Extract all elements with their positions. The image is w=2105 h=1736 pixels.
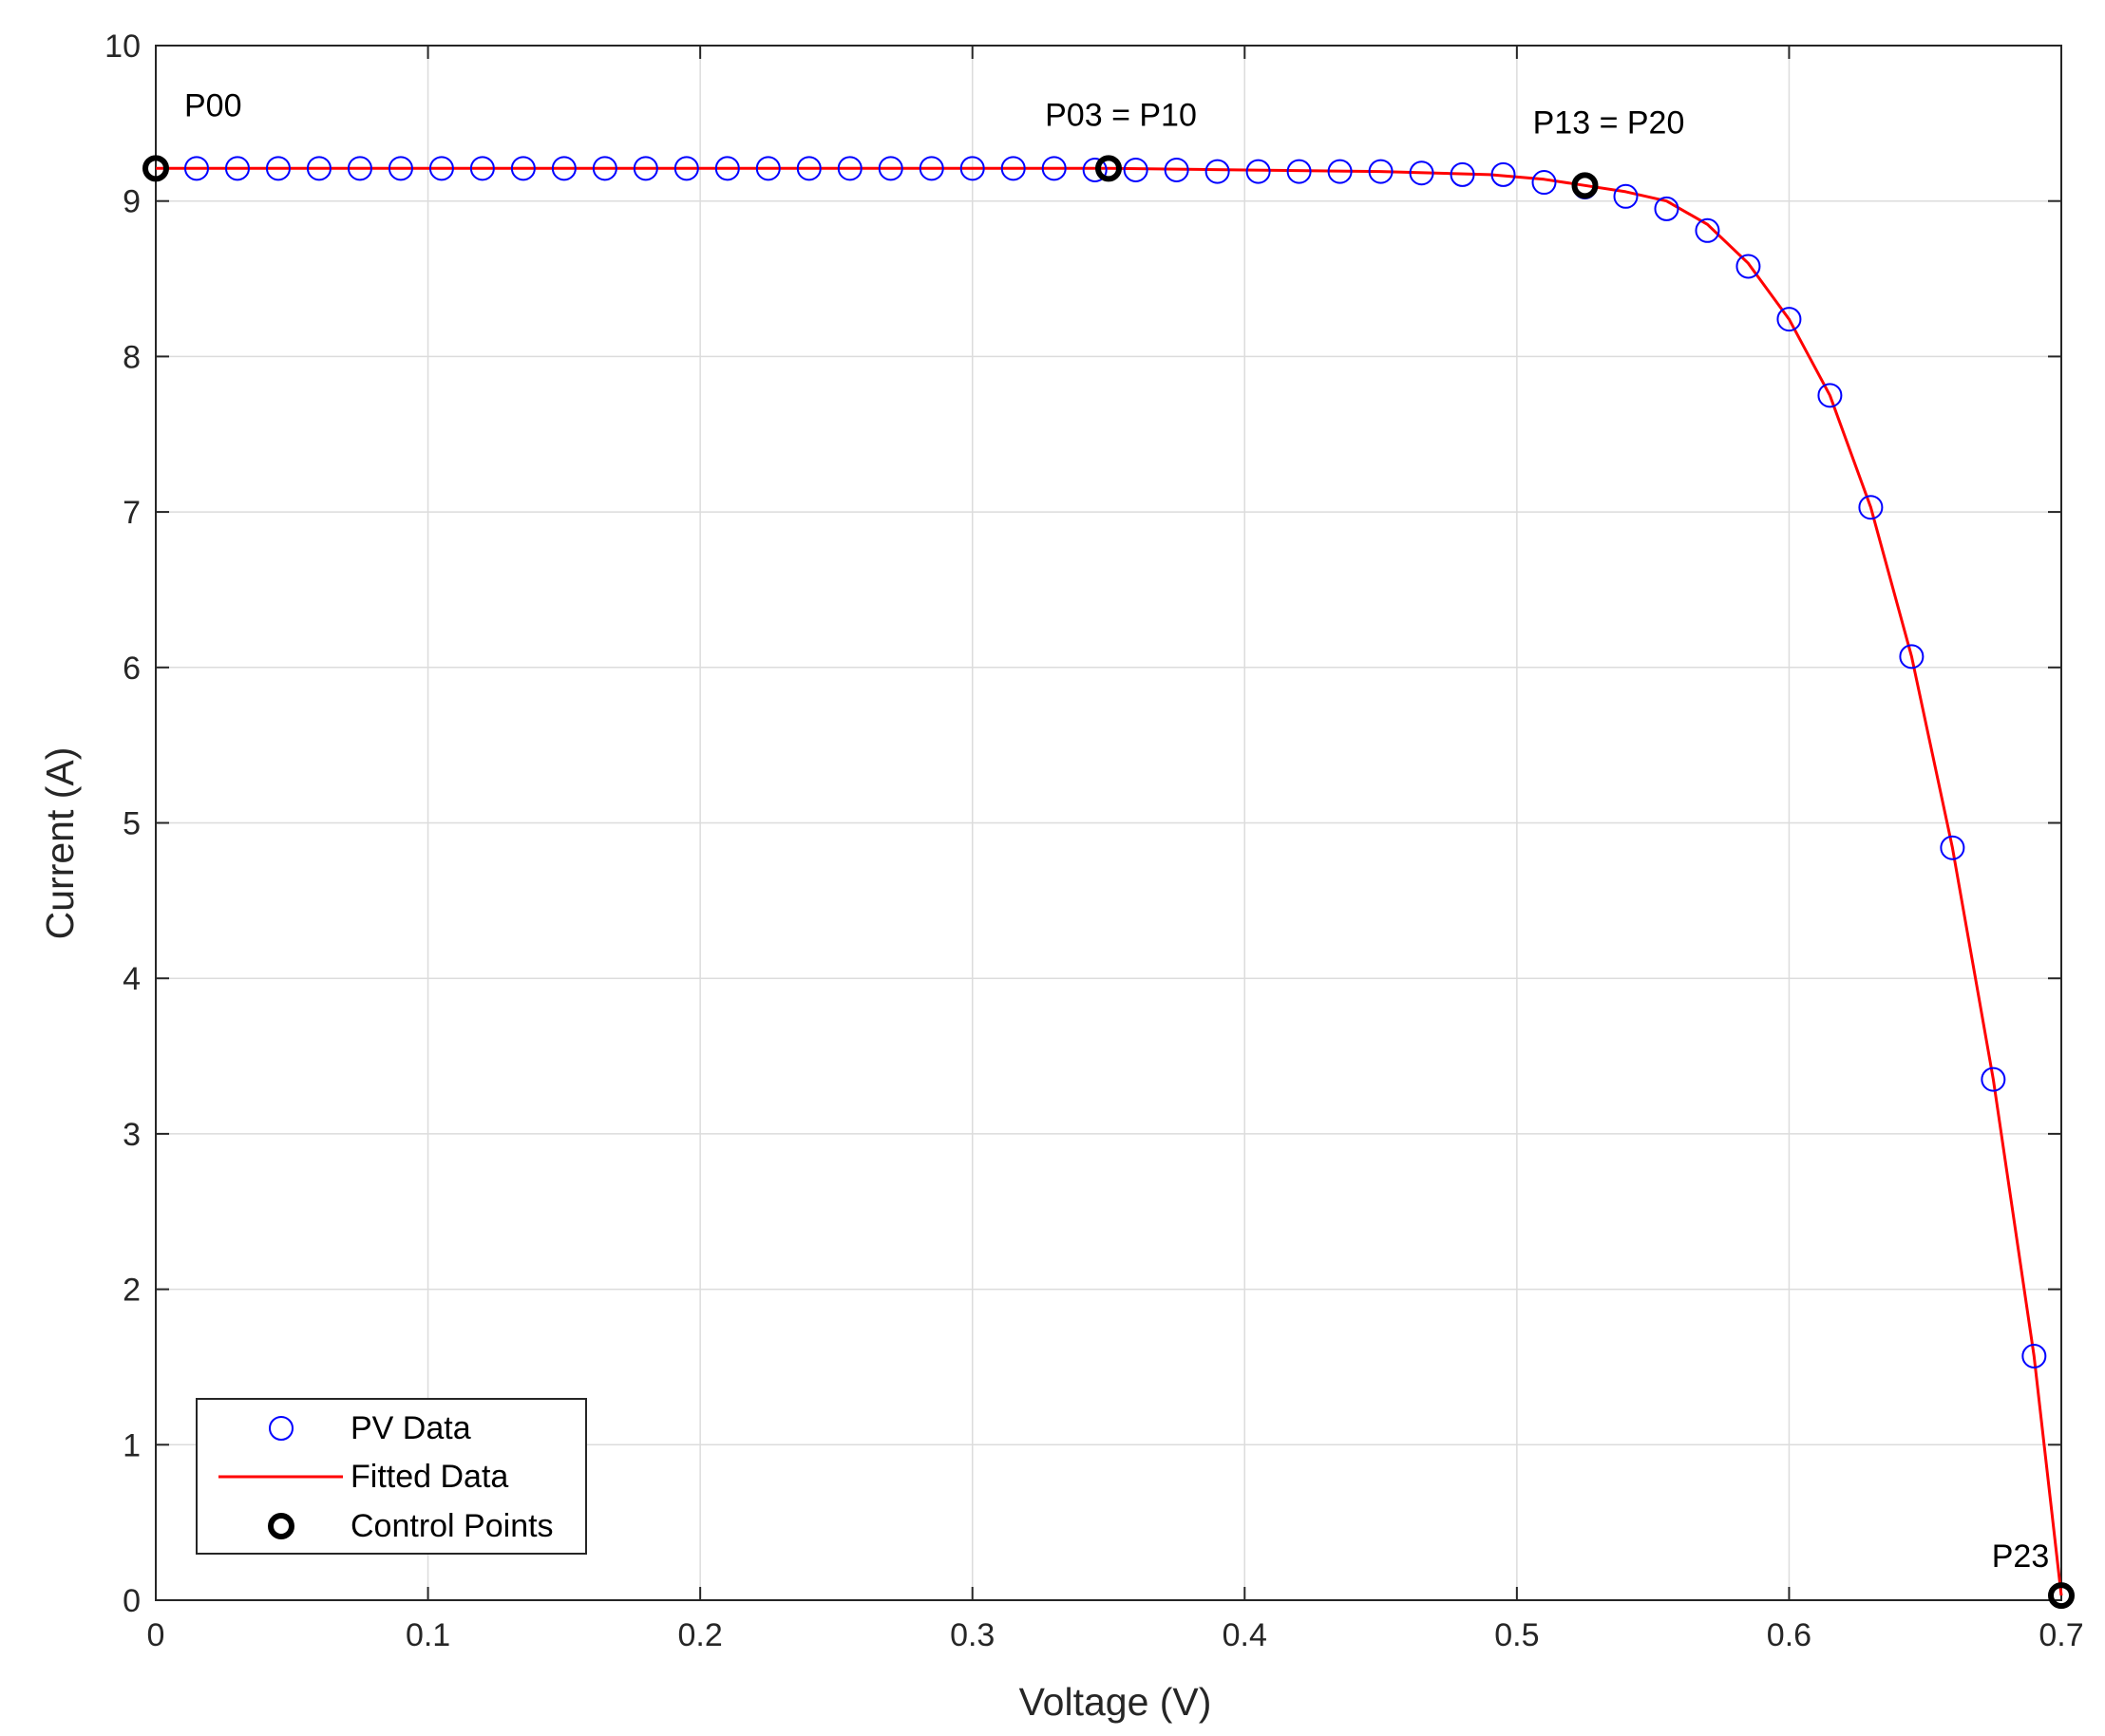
pv-data-point — [551, 156, 577, 181]
legend: PV Data Fitted Data Control Points — [196, 1398, 587, 1555]
control-point-annotation: P00 — [184, 87, 242, 123]
x-tick-label: 0.2 — [678, 1617, 723, 1653]
legend-fitted-data-label: Fitted Data — [351, 1459, 508, 1495]
pv-data-point — [1409, 160, 1434, 186]
y-tick-label: 6 — [123, 651, 141, 687]
control-point — [2048, 1582, 2075, 1610]
pv-data-point — [469, 156, 495, 181]
y-tick-label: 10 — [104, 28, 141, 65]
pv-data-point — [1899, 644, 1925, 670]
pv-data-point — [1450, 161, 1475, 187]
pv-data-point — [1245, 159, 1271, 184]
pv-data-point — [224, 156, 250, 181]
pv-data-point — [1204, 159, 1230, 184]
pv-data-point — [837, 156, 863, 181]
pv-data-point — [633, 156, 658, 181]
pv-data-point — [1735, 254, 1761, 279]
x-tick-label: 0.1 — [406, 1617, 450, 1653]
pv-data-point — [2021, 1343, 2047, 1368]
pv-data-point — [1286, 159, 1312, 184]
pv-data-point — [306, 156, 332, 181]
fitted-data-line — [156, 166, 2063, 1596]
pv-data-point — [714, 156, 740, 181]
pv-data-point — [428, 156, 454, 181]
y-tick-label: 8 — [123, 339, 141, 375]
pv-data-point — [1000, 156, 1026, 181]
pv-data-point — [1858, 495, 1884, 520]
y-tick-label: 0 — [123, 1583, 141, 1619]
legend-control-points-marker — [268, 1513, 294, 1539]
x-tick-label: 0.3 — [950, 1617, 995, 1653]
fitted-data-layer — [156, 166, 2063, 1596]
pv-data-point — [1817, 383, 1843, 408]
control-point — [1571, 172, 1599, 199]
pv-data-point — [673, 156, 699, 181]
legend-pv-data-label: PV Data — [351, 1410, 471, 1446]
x-axis-label: Voltage (V) — [1019, 1680, 1212, 1724]
annotation-layer: P00 P03 = P10 P13 = P20 P23 — [184, 87, 2049, 1575]
pv-data-point — [878, 156, 903, 181]
pv-data-point — [183, 156, 209, 181]
y-tick-label: 1 — [123, 1427, 141, 1463]
pv-data-point — [265, 156, 291, 181]
control-point — [1095, 155, 1122, 182]
y-tick-label: 3 — [123, 1117, 141, 1153]
y-tick-label: 7 — [123, 495, 141, 531]
x-tick-label: 0.6 — [1767, 1617, 1811, 1653]
pv-data-point — [1368, 159, 1394, 184]
pv-data-point — [1613, 183, 1639, 209]
pv-data-point — [919, 156, 944, 181]
control-point-annotation: P03 = P10 — [1045, 97, 1197, 133]
pv-data-point — [1531, 170, 1557, 196]
pv-data-point — [959, 156, 985, 181]
y-tick-label: 5 — [123, 806, 141, 842]
pv-data-point — [347, 156, 372, 181]
x-axis-ticks: 0 0.1 0.2 0.3 0.4 0.5 0.6 0.7 — [147, 46, 2084, 1653]
legend-item-fitted-data: Fitted Data — [218, 1459, 508, 1495]
pv-data-point — [1490, 161, 1516, 187]
pv-data-point — [796, 156, 822, 181]
y-tick-label: 9 — [123, 184, 141, 220]
pv-data-point — [1981, 1066, 2006, 1092]
legend-pv-data-marker — [269, 1416, 294, 1441]
legend-item-pv-data: PV Data — [269, 1410, 471, 1446]
pv-data-layer — [143, 156, 2074, 1609]
pv-data-point — [1123, 157, 1148, 182]
pv-data-point — [510, 156, 536, 181]
legend-item-control-points: Control Points — [268, 1508, 554, 1544]
y-tick-label: 2 — [123, 1273, 141, 1309]
pv-data-point — [1082, 157, 1108, 182]
x-tick-label: 0.4 — [1223, 1617, 1267, 1653]
x-tick-label: 0 — [147, 1617, 165, 1653]
control-points-layer — [142, 155, 2075, 1610]
y-axis-ticks: 0 1 2 3 4 5 6 7 8 9 10 — [104, 28, 2061, 1619]
control-point — [142, 155, 169, 182]
y-axis-label: Current (A) — [38, 747, 82, 940]
control-point-annotation: P23 — [1992, 1538, 2050, 1575]
pv-data-point — [755, 156, 781, 181]
pv-data-point — [1940, 835, 1965, 860]
pv-data-point — [388, 156, 413, 181]
x-tick-label: 0.5 — [1494, 1617, 1539, 1653]
pv-data-point — [1695, 217, 1720, 243]
pv-data-point — [1327, 159, 1353, 184]
pv-data-point — [592, 156, 617, 181]
pv-data-point — [1654, 196, 1679, 221]
x-tick-label: 0.7 — [2039, 1617, 2083, 1653]
pv-data-point — [1041, 156, 1067, 181]
pv-data-point — [1776, 307, 1802, 332]
pv-data-point — [1164, 157, 1189, 182]
legend-control-points-label: Control Points — [351, 1508, 554, 1544]
control-point-annotation: P13 = P20 — [1533, 104, 1685, 141]
y-tick-label: 4 — [123, 961, 141, 997]
